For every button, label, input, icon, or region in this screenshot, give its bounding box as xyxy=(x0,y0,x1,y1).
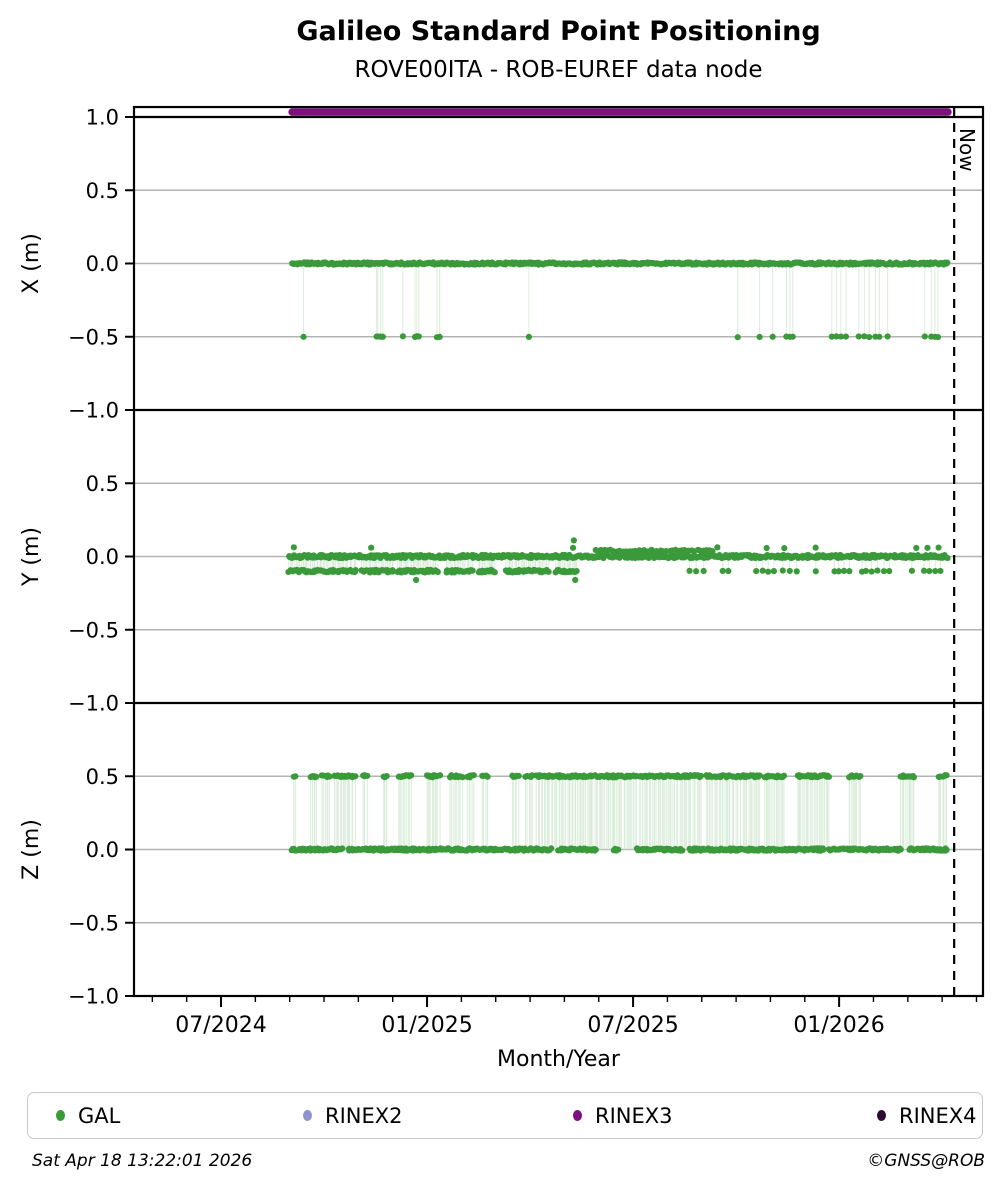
legend-label-gal: GAL xyxy=(78,1103,121,1128)
plot-area: Now 1.0 0.5 0.0 −0.5 −1.0 X (m) 0.5 0.0 −0.5 −1.0 Y… xyxy=(19,105,985,1072)
chart-title: Galileo Standard Point Positioning xyxy=(296,16,821,47)
legend-label-rinex4: RINEX4 xyxy=(899,1103,977,1128)
legend-item-rinex3: RINEX3 xyxy=(573,1093,673,1138)
x-axis: 07/2024 01/2025 07/2025 01/2026 Month/Year xyxy=(151,996,978,1072)
legend-item-rinex4: RINEX4 xyxy=(877,1093,977,1138)
svg-text:1.0: 1.0 xyxy=(86,106,119,130)
gal-marker-icon xyxy=(56,1110,65,1121)
stems-z xyxy=(293,775,948,850)
chart-subtitle: ROVE00ITA - ROB-EUREF data node xyxy=(354,57,763,83)
svg-text:0.5: 0.5 xyxy=(86,765,119,789)
rinex2-marker-icon xyxy=(303,1110,312,1121)
svg-text:−1.0: −1.0 xyxy=(68,985,119,1009)
svg-text:−1.0: −1.0 xyxy=(68,399,119,423)
svg-text:01/2025: 01/2025 xyxy=(381,1013,472,1038)
y-axis-label-z: Z (m) xyxy=(19,819,44,880)
svg-text:−0.5: −0.5 xyxy=(68,618,119,642)
stems-x xyxy=(303,263,939,338)
y-axis-label-y: Y (m) xyxy=(19,527,44,587)
svg-text:0.5: 0.5 xyxy=(86,179,119,203)
y-axis-x: 1.0 0.5 0.0 −0.5 −1.0 X (m) xyxy=(19,106,134,423)
svg-text:07/2024: 07/2024 xyxy=(175,1013,266,1038)
svg-text:0.0: 0.0 xyxy=(86,838,119,862)
legend-item-gal: GAL xyxy=(56,1093,120,1138)
legend: GAL RINEX2 RINEX3 RINEX4 xyxy=(27,1092,983,1139)
plot-timestamp: Sat Apr 18 13:22:01 2026 xyxy=(32,1151,253,1171)
svg-text:0.0: 0.0 xyxy=(86,252,119,276)
y-axis-z: 0.5 0.0 −0.5 −1.0 Z (m) xyxy=(19,765,134,1009)
svg-text:0.0: 0.0 xyxy=(86,545,119,569)
copyright-note: ©GNSS@ROB xyxy=(867,1151,985,1171)
scatter-z xyxy=(288,772,950,854)
scatter-x xyxy=(289,259,951,341)
now-label: Now xyxy=(955,128,979,172)
scatter-y xyxy=(285,537,951,584)
y-axis-y: 0.5 0.0 −0.5 −1.0 Y (m) xyxy=(19,472,134,716)
svg-text:−0.5: −0.5 xyxy=(68,911,119,935)
svg-text:0.5: 0.5 xyxy=(86,472,119,496)
svg-text:−0.5: −0.5 xyxy=(68,325,119,349)
rinex3-marker-icon xyxy=(573,1110,582,1121)
axes-frame xyxy=(132,105,985,998)
y-axis-label-x: X (m) xyxy=(19,233,44,294)
rinex4-marker-icon xyxy=(877,1110,886,1121)
svg-text:−1.0: −1.0 xyxy=(68,692,119,716)
svg-text:01/2026: 01/2026 xyxy=(793,1013,884,1038)
svg-text:07/2025: 07/2025 xyxy=(587,1013,678,1038)
x-axis-label: Month/Year xyxy=(497,1047,621,1072)
legend-item-rinex2: RINEX2 xyxy=(303,1093,403,1138)
legend-label-rinex3: RINEX3 xyxy=(595,1103,673,1128)
legend-label-rinex2: RINEX2 xyxy=(325,1103,403,1128)
